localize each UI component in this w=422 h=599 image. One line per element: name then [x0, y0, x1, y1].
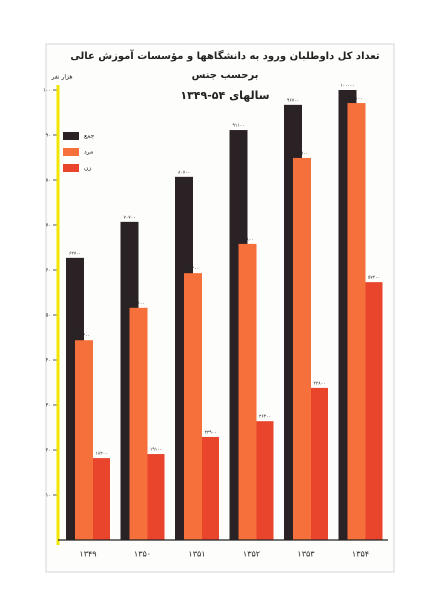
y-tick-label: ۱۰ — [46, 493, 51, 499]
legend-label: زن — [84, 165, 91, 172]
bar — [238, 243, 257, 540]
data-label: ۱۰۰۰۰۰ — [340, 84, 355, 89]
bar — [365, 282, 383, 540]
data-label: ۹۱۱۰۰ — [232, 124, 244, 129]
y-tick-label: ۶۰ — [46, 268, 51, 274]
data-label: ۹۶۷۰۰ — [287, 98, 299, 103]
bar — [311, 387, 328, 540]
chart-title: تعداد کل داوطلبان ورود به دانشگاهها و مؤ… — [70, 49, 380, 62]
data-label: ۴۴۴۰۰ — [78, 334, 90, 339]
data-label: ۵۱۶۰۰ — [132, 301, 144, 306]
bar — [256, 421, 274, 540]
y-tick-label: ۸۰ — [46, 178, 51, 184]
bar — [129, 307, 148, 540]
bar — [293, 157, 311, 540]
legend-label: جمع — [84, 133, 95, 140]
bar — [147, 454, 165, 540]
y-tick-label: ۱۰۰ — [43, 88, 51, 94]
bar — [202, 436, 219, 540]
x-tick-label: ۱۳۵۱ — [188, 550, 205, 559]
x-tick-label: ۱۳۵۴ — [352, 550, 369, 559]
data-label: ۵۹۳۰۰ — [187, 266, 199, 272]
bar — [75, 340, 93, 540]
data-label: ۲۶۴۰۰ — [259, 415, 271, 420]
legend-swatch — [63, 148, 79, 156]
y-tick-label: ۷۰ — [46, 223, 51, 229]
data-label: ۱۹۱۰۰ — [150, 448, 162, 453]
x-tick-label: ۱۳۵۰ — [134, 550, 151, 559]
bar — [93, 458, 110, 540]
data-label: ۱۸۲۰۰ — [95, 452, 107, 457]
data-label: ۸۰۷۰۰ — [178, 170, 190, 175]
data-label: ۶۲۷۰۰ — [69, 251, 81, 256]
legend-label: مرد — [84, 149, 93, 156]
y-tick-label: ۲۰ — [46, 448, 51, 454]
chart-subtitle: سالهای ۵۴-۱۳۴۹ — [180, 89, 269, 102]
bar — [184, 273, 202, 540]
y-tick-label: ۹۰ — [46, 133, 51, 139]
y-tick-label: ۳۰ — [46, 403, 51, 409]
data-label: ۹۷۱۰۰ — [350, 97, 362, 102]
data-label: ۶۵۸۰۰ — [241, 237, 253, 242]
y-tick-label: ۴۰ — [46, 358, 51, 364]
y-axis-label: هزار نفر — [51, 74, 73, 81]
chart-subtitle: برحسب جنس — [192, 70, 259, 81]
x-tick-label: ۱۳۴۹ — [79, 550, 96, 559]
data-label: ۷۰۷۰۰ — [123, 215, 135, 220]
data-label: ۵۷۳۰۰ — [368, 275, 380, 281]
x-tick-label: ۱۳۵۳ — [297, 550, 315, 559]
legend-swatch — [63, 164, 79, 172]
legend-swatch — [63, 132, 79, 140]
x-tick-label: ۱۳۵۲ — [243, 550, 260, 559]
data-label: ۳۳۸۰۰ — [313, 380, 325, 386]
data-label: ۸۴۹۰۰ — [296, 151, 308, 156]
data-label: ۲۲۹۰۰ — [204, 430, 216, 435]
bar — [347, 103, 366, 541]
y-tick-label: ۵۰ — [46, 313, 51, 319]
